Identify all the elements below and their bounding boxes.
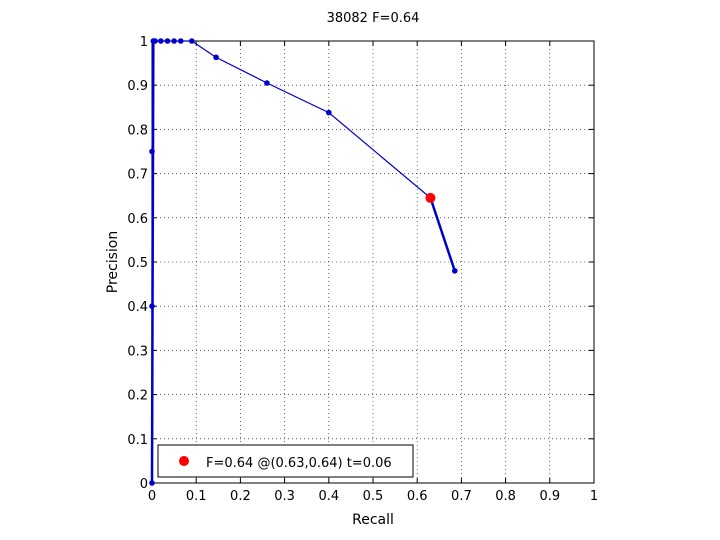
x-tick-label: 0.5	[363, 489, 384, 504]
chart-title: 38082 F=0.64	[327, 11, 420, 26]
y-tick-label: 0.3	[127, 344, 148, 359]
pr-curve-tail-segment	[429, 197, 456, 272]
x-tick-label: 0.6	[407, 489, 428, 504]
pr-point	[164, 38, 171, 44]
x-tick-label: 0.7	[451, 489, 472, 504]
pr-point	[326, 109, 332, 116]
x-axis-label: Recall	[352, 512, 394, 528]
pr-point	[149, 480, 155, 486]
y-tick-label: 0.2	[127, 389, 148, 404]
legend-label: F=0.64 @(0.63,0.64) t=0.06	[206, 456, 392, 471]
x-ticks: 0 0.1 0.2 0.3 0.4 0.5 0.6 0.7 0.8 0.9 1	[148, 41, 598, 504]
y-tick-label: 0.1	[127, 433, 148, 448]
pr-point	[264, 80, 270, 86]
x-tick-label: 0	[148, 489, 156, 504]
pr-point	[158, 38, 164, 44]
x-tick-label: 0.1	[186, 489, 207, 504]
pr-point	[152, 38, 158, 44]
y-tick-label: 0.7	[127, 168, 148, 183]
pr-point	[451, 268, 458, 274]
y-tick-label: 0.6	[127, 212, 148, 227]
y-tick-label: 0.9	[127, 79, 148, 94]
y-axis-label: Precision	[105, 231, 121, 293]
y-tick-label: 0	[140, 477, 148, 492]
x-tick-label: 0.8	[495, 489, 516, 504]
x-tick-label: 0.4	[318, 489, 339, 504]
x-tick-label: 1	[590, 489, 598, 504]
grid	[152, 41, 594, 483]
pr-point	[177, 38, 184, 44]
x-tick-label: 0.3	[274, 489, 295, 504]
legend-box	[157, 444, 414, 478]
legend-marker	[179, 456, 189, 466]
pr-curve-vertical-segment	[150, 40, 155, 484]
pr-point	[171, 38, 177, 44]
x-tick-label: 0.2	[230, 489, 251, 504]
y-tick-label: 0.5	[127, 256, 148, 271]
best-f-point	[425, 192, 436, 203]
pr-point	[188, 38, 195, 44]
x-tick-label: 0.9	[539, 489, 560, 504]
legend: F=0.64 @(0.63,0.64) t=0.06	[157, 444, 414, 478]
highlight-layer	[425, 192, 436, 203]
y-tick-label: 0.8	[127, 123, 148, 138]
pr-point	[149, 148, 155, 155]
pr-point	[213, 54, 219, 61]
pr-point	[149, 303, 155, 310]
y-tick-label: 1	[140, 35, 148, 50]
y-tick-label: 0.4	[127, 300, 148, 315]
y-ticks: 0 0.1 0.2 0.3 0.4 0.5 0.6 0.7 0.8 0.9 1	[127, 35, 594, 492]
